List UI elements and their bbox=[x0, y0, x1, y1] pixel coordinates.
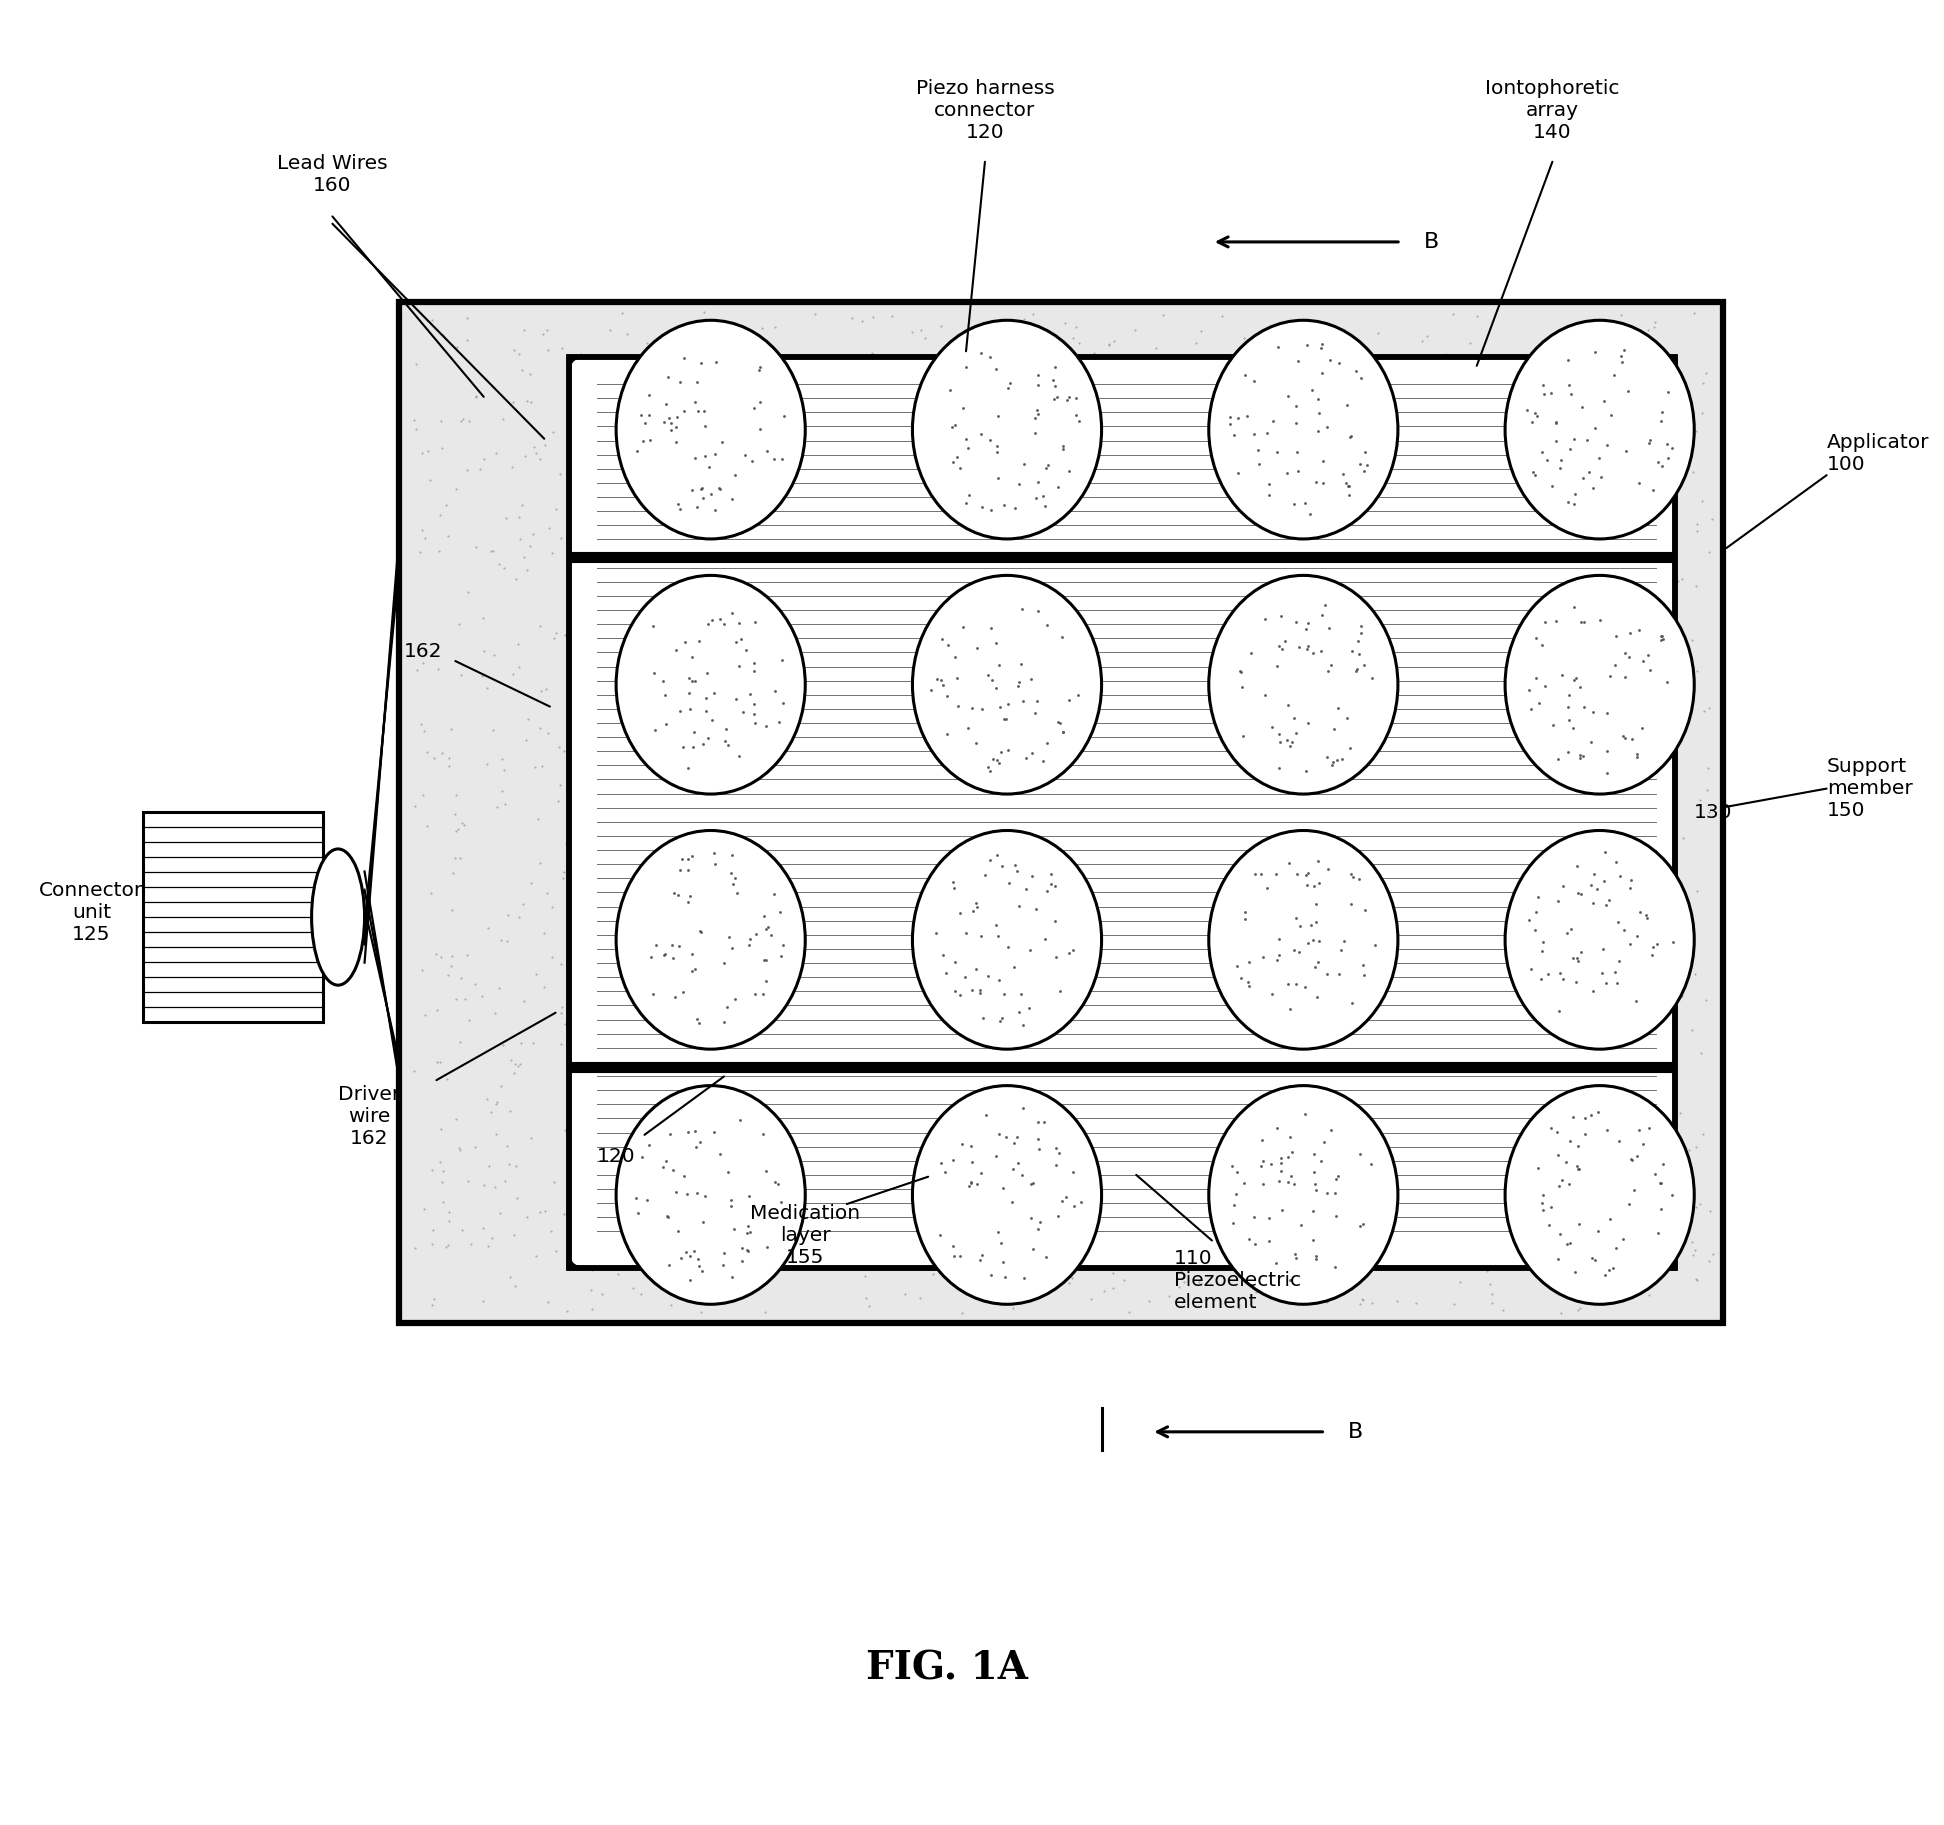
Text: Support
member
150: Support member 150 bbox=[1827, 757, 1913, 819]
Bar bbox=[570, 356, 1676, 1268]
Bar bbox=[570, 356, 1676, 1268]
Text: Medication
layer
155: Medication layer 155 bbox=[750, 1203, 861, 1267]
Text: 130: 130 bbox=[1695, 803, 1732, 821]
Text: B: B bbox=[1347, 1422, 1363, 1442]
Text: FIG. 1A: FIG. 1A bbox=[867, 1650, 1028, 1688]
Ellipse shape bbox=[1505, 575, 1695, 794]
Text: Applicator
100: Applicator 100 bbox=[1827, 433, 1928, 474]
Ellipse shape bbox=[1209, 830, 1398, 1049]
Ellipse shape bbox=[616, 830, 805, 1049]
Ellipse shape bbox=[1505, 319, 1695, 538]
Ellipse shape bbox=[912, 1086, 1102, 1305]
Bar bbox=[399, 303, 1722, 1323]
Text: 162: 162 bbox=[404, 642, 443, 661]
Ellipse shape bbox=[616, 575, 805, 794]
Ellipse shape bbox=[1209, 319, 1398, 538]
Ellipse shape bbox=[1209, 1086, 1398, 1305]
Text: 120: 120 bbox=[597, 1148, 636, 1166]
Text: Piezo harness
connector
120: Piezo harness connector 120 bbox=[916, 78, 1054, 142]
Ellipse shape bbox=[912, 319, 1102, 538]
Text: B: B bbox=[1423, 232, 1439, 252]
Bar bbox=[144, 812, 323, 1022]
Bar bbox=[144, 812, 323, 1022]
Ellipse shape bbox=[311, 849, 365, 986]
Bar bbox=[399, 303, 1722, 1323]
Text: Connector
unit
125: Connector unit 125 bbox=[39, 881, 144, 944]
Ellipse shape bbox=[1505, 830, 1695, 1049]
Text: Lead Wires
160: Lead Wires 160 bbox=[278, 153, 387, 195]
Ellipse shape bbox=[912, 830, 1102, 1049]
Ellipse shape bbox=[912, 575, 1102, 794]
Text: Iontophoretic
array
140: Iontophoretic array 140 bbox=[1485, 78, 1619, 142]
Ellipse shape bbox=[616, 319, 805, 538]
Ellipse shape bbox=[1505, 1086, 1695, 1305]
Text: 110
Piezoelectric
element: 110 Piezoelectric element bbox=[1174, 1248, 1301, 1312]
Text: Driver
wire
162: Driver wire 162 bbox=[338, 1086, 400, 1148]
Ellipse shape bbox=[1209, 575, 1398, 794]
Ellipse shape bbox=[616, 1086, 805, 1305]
